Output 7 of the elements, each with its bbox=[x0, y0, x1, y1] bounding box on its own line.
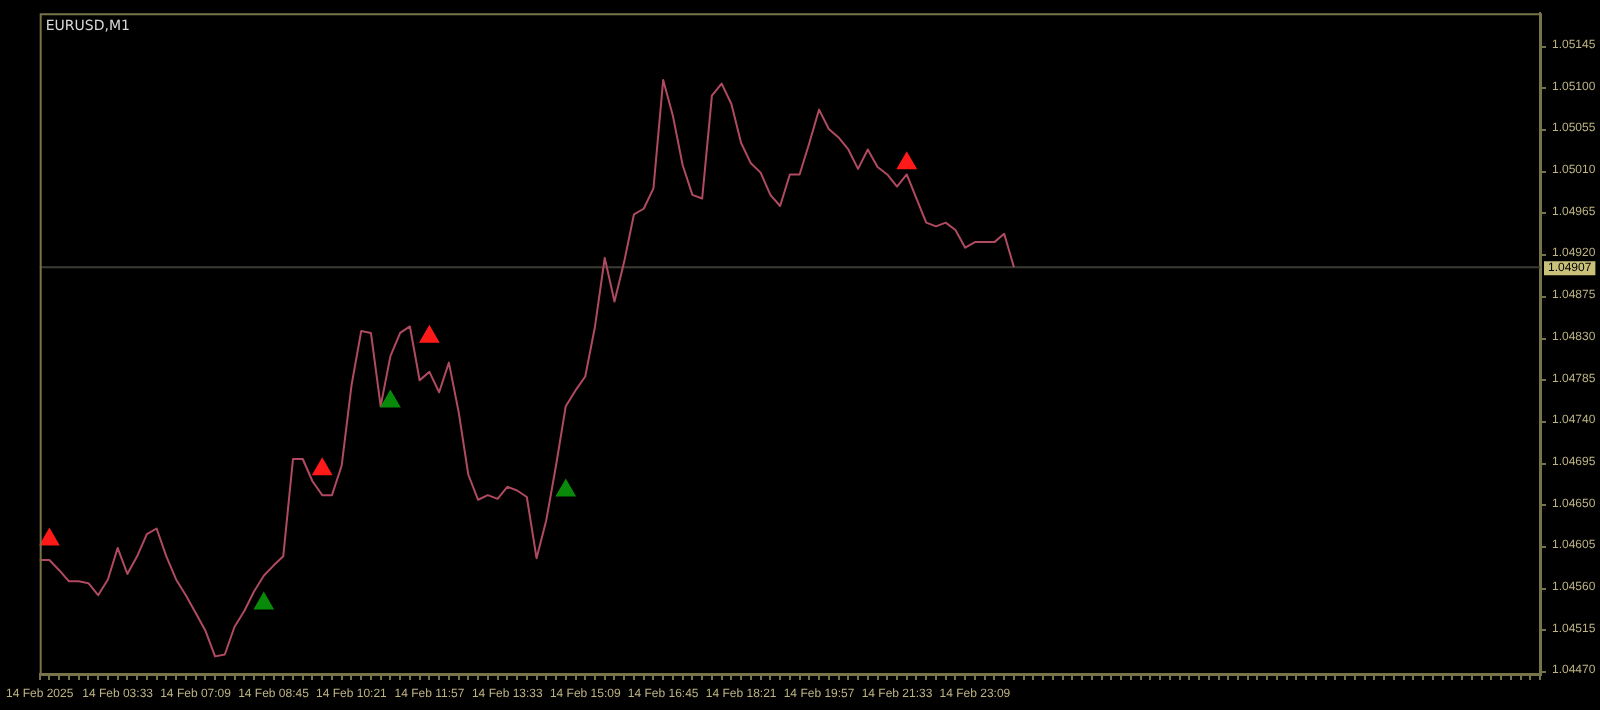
point bbox=[312, 458, 332, 476]
point bbox=[254, 592, 274, 610]
point bbox=[897, 152, 917, 170]
point bbox=[556, 479, 576, 497]
point bbox=[39, 528, 60, 546]
point bbox=[419, 325, 440, 343]
point bbox=[380, 390, 401, 408]
